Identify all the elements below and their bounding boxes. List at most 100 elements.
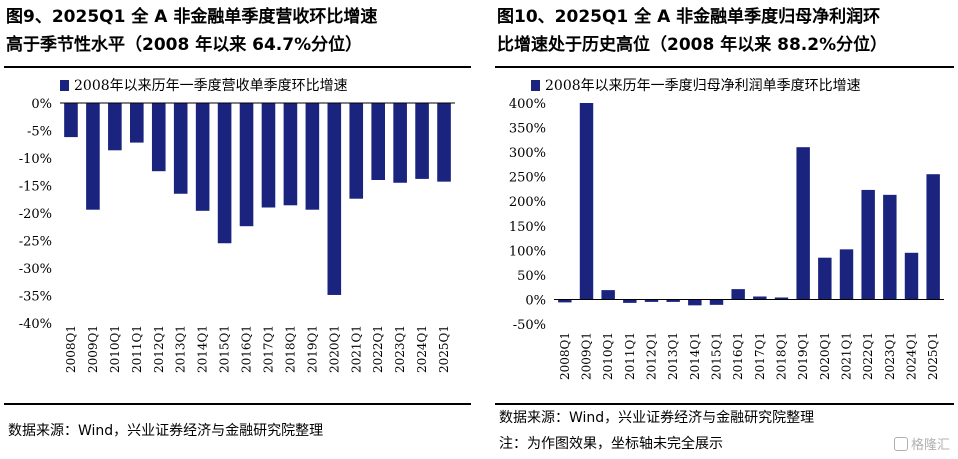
right-y-tick-label: 300%	[509, 146, 546, 161]
left-y-tick-label: -5%	[27, 125, 52, 140]
left-x-tick-label: 2008Q1	[64, 325, 78, 373]
right-legend: 2008年以来历年一季度归母净利润单季度环比增速	[531, 77, 861, 94]
left-x-tick-label: 2015Q1	[218, 325, 232, 373]
right-y-tick-label: 100%	[509, 244, 546, 259]
right-y-tick-label: 400%	[509, 97, 546, 112]
right-y-tick-label: -50%	[513, 318, 546, 333]
right-bottom-rule	[495, 403, 954, 405]
left-x-tick-label: 2014Q1	[196, 325, 210, 373]
left-y-tick-label: -10%	[19, 152, 52, 167]
left-x-tick-label: 2013Q1	[174, 325, 188, 373]
left-y-tick-label: 0%	[31, 97, 52, 112]
left-source-text: 数据来源：Wind，兴业证券经济与金融研究院整理	[8, 423, 324, 439]
right-y-tick-label: 200%	[509, 195, 546, 210]
left-chart-panel: 图9、2025Q1 全 A 非金融单季度营收环比增速 高于季节性水平（2008 …	[0, 0, 475, 459]
left-bar-2015Q1	[217, 103, 232, 244]
left-y-tick-label: -35%	[19, 290, 52, 305]
left-x-tick-label: 2012Q1	[152, 325, 166, 373]
left-x-tick-label: 2025Q1	[437, 325, 451, 373]
right-bar-2009Q1	[579, 103, 594, 300]
watermark: 格隆汇	[893, 434, 950, 453]
right-bar-2012Q1	[644, 299, 659, 302]
left-y-tick-label: -15%	[19, 180, 52, 195]
right-chart-title-line2: 比增速处于历史高位（2008 年以来 88.2%分位）	[497, 35, 888, 55]
left-bar-2022Q1	[371, 103, 385, 180]
left-bar-2017Q1	[261, 103, 276, 208]
left-top-rule	[4, 66, 471, 68]
right-y-tick-label: 50%	[517, 269, 546, 284]
right-x-tick-label: 2022Q1	[861, 332, 875, 380]
right-x-tick-label: 2016Q1	[731, 332, 745, 380]
left-y-tick-label: -40%	[19, 317, 52, 332]
left-legend-label: 2008年以来历年一季度营收单季度环比增速	[74, 78, 348, 94]
right-y-tick-label: 150%	[509, 220, 546, 235]
right-chart-title-line1: 图10、2025Q1 全 A 非金融单季度归母净利润环	[497, 7, 881, 27]
left-bar-2025Q1	[437, 103, 451, 182]
left-bar-2019Q1	[305, 103, 320, 210]
right-x-tick-label: 2020Q1	[818, 332, 832, 380]
left-x-tick-label: 2016Q1	[240, 325, 254, 373]
right-x-tick-label: 2011Q1	[623, 332, 637, 380]
right-x-tick-label: 2024Q1	[905, 332, 919, 380]
left-bar-2021Q1	[349, 103, 364, 199]
right-legend-swatch	[531, 80, 540, 91]
right-x-tick-label: 2009Q1	[580, 332, 594, 380]
left-x-tick-label: 2022Q1	[371, 325, 385, 373]
left-bar-2008Q1	[64, 103, 78, 138]
right-x-tick-label: 2023Q1	[883, 332, 897, 380]
right-bar-2016Q1	[731, 289, 745, 300]
right-note-text: 注：为作图效果，坐标轴未完全展示	[499, 436, 723, 452]
right-y-tick-label: 250%	[509, 171, 546, 186]
right-legend-label: 2008年以来历年一季度归母净利润单季度环比增速	[545, 77, 861, 94]
left-chart-title-line2: 高于季节性水平（2008 年以来 64.7%分位）	[6, 35, 363, 55]
right-bar-2020Q1	[818, 257, 832, 300]
left-y-tick-label: -25%	[19, 235, 52, 250]
left-x-tick-label: 2010Q1	[108, 325, 122, 373]
right-top-rule	[495, 66, 954, 68]
right-x-tick-label: 2013Q1	[666, 332, 680, 380]
watermark-logo-icon	[893, 437, 908, 451]
right-bar-2008Q1	[558, 299, 572, 303]
right-bar-2019Q1	[796, 147, 810, 300]
right-x-tick-label: 2014Q1	[688, 332, 702, 380]
right-x-tick-label: 2021Q1	[840, 332, 854, 380]
right-y-tick-label: 350%	[509, 122, 546, 137]
right-bar-chart: 2008年以来历年一季度归母净利润单季度环比增速 400% 350% 300% 250%…	[509, 77, 944, 380]
left-x-tick-label: 2011Q1	[130, 325, 144, 373]
left-bar-chart: 2008年以来历年一季度营收单季度环比增速 0% -5% -10% -15% -20% -2…	[19, 78, 455, 373]
left-y-tick-label: -20%	[19, 207, 52, 222]
left-bar-2010Q1	[108, 103, 122, 151]
right-bar-2025Q1	[926, 174, 940, 300]
right-x-tick-label: 2017Q1	[753, 332, 767, 380]
right-x-tick-label: 2008Q1	[558, 332, 572, 380]
left-chart-title-line1: 图9、2025Q1 全 A 非金融单季度营收环比增速	[6, 7, 378, 27]
left-legend: 2008年以来历年一季度营收单季度环比增速	[60, 78, 348, 94]
left-bar-2023Q1	[393, 103, 407, 183]
left-x-tick-label: 2024Q1	[415, 325, 429, 373]
watermark-text: 格隆汇	[910, 438, 950, 453]
right-bar-2023Q1	[883, 194, 897, 300]
left-bar-2009Q1	[86, 103, 100, 210]
right-x-tick-label: 2012Q1	[645, 332, 659, 380]
right-x-tick-label: 2025Q1	[926, 332, 940, 380]
left-bar-2018Q1	[283, 103, 298, 206]
right-bar-2024Q1	[904, 252, 919, 300]
left-bar-2014Q1	[195, 103, 210, 211]
right-x-tick-label: 2015Q1	[710, 332, 724, 380]
left-y-tick-label: -30%	[19, 262, 52, 277]
right-x-tick-label: 2019Q1	[796, 332, 810, 380]
left-bar-2024Q1	[415, 103, 429, 179]
right-bar-2022Q1	[861, 189, 875, 300]
right-bar-2015Q1	[709, 299, 724, 305]
left-x-tick-label: 2019Q1	[305, 325, 319, 373]
right-x-tick-label: 2010Q1	[601, 332, 615, 380]
left-bar-2016Q1	[239, 103, 254, 227]
right-bar-2014Q1	[688, 299, 702, 306]
right-x-tick-label: 2018Q1	[775, 332, 789, 380]
left-bar-2011Q1	[130, 103, 144, 143]
left-bottom-rule	[4, 403, 471, 405]
right-bar-2013Q1	[666, 299, 680, 302]
right-source-text: 数据来源：Wind，兴业证券经济与金融研究院整理	[499, 410, 815, 426]
right-chart-panel: 图10、2025Q1 全 A 非金融单季度归母净利润环 比增速处于历史高位（20…	[491, 0, 958, 459]
left-x-tick-label: 2021Q1	[349, 325, 363, 373]
